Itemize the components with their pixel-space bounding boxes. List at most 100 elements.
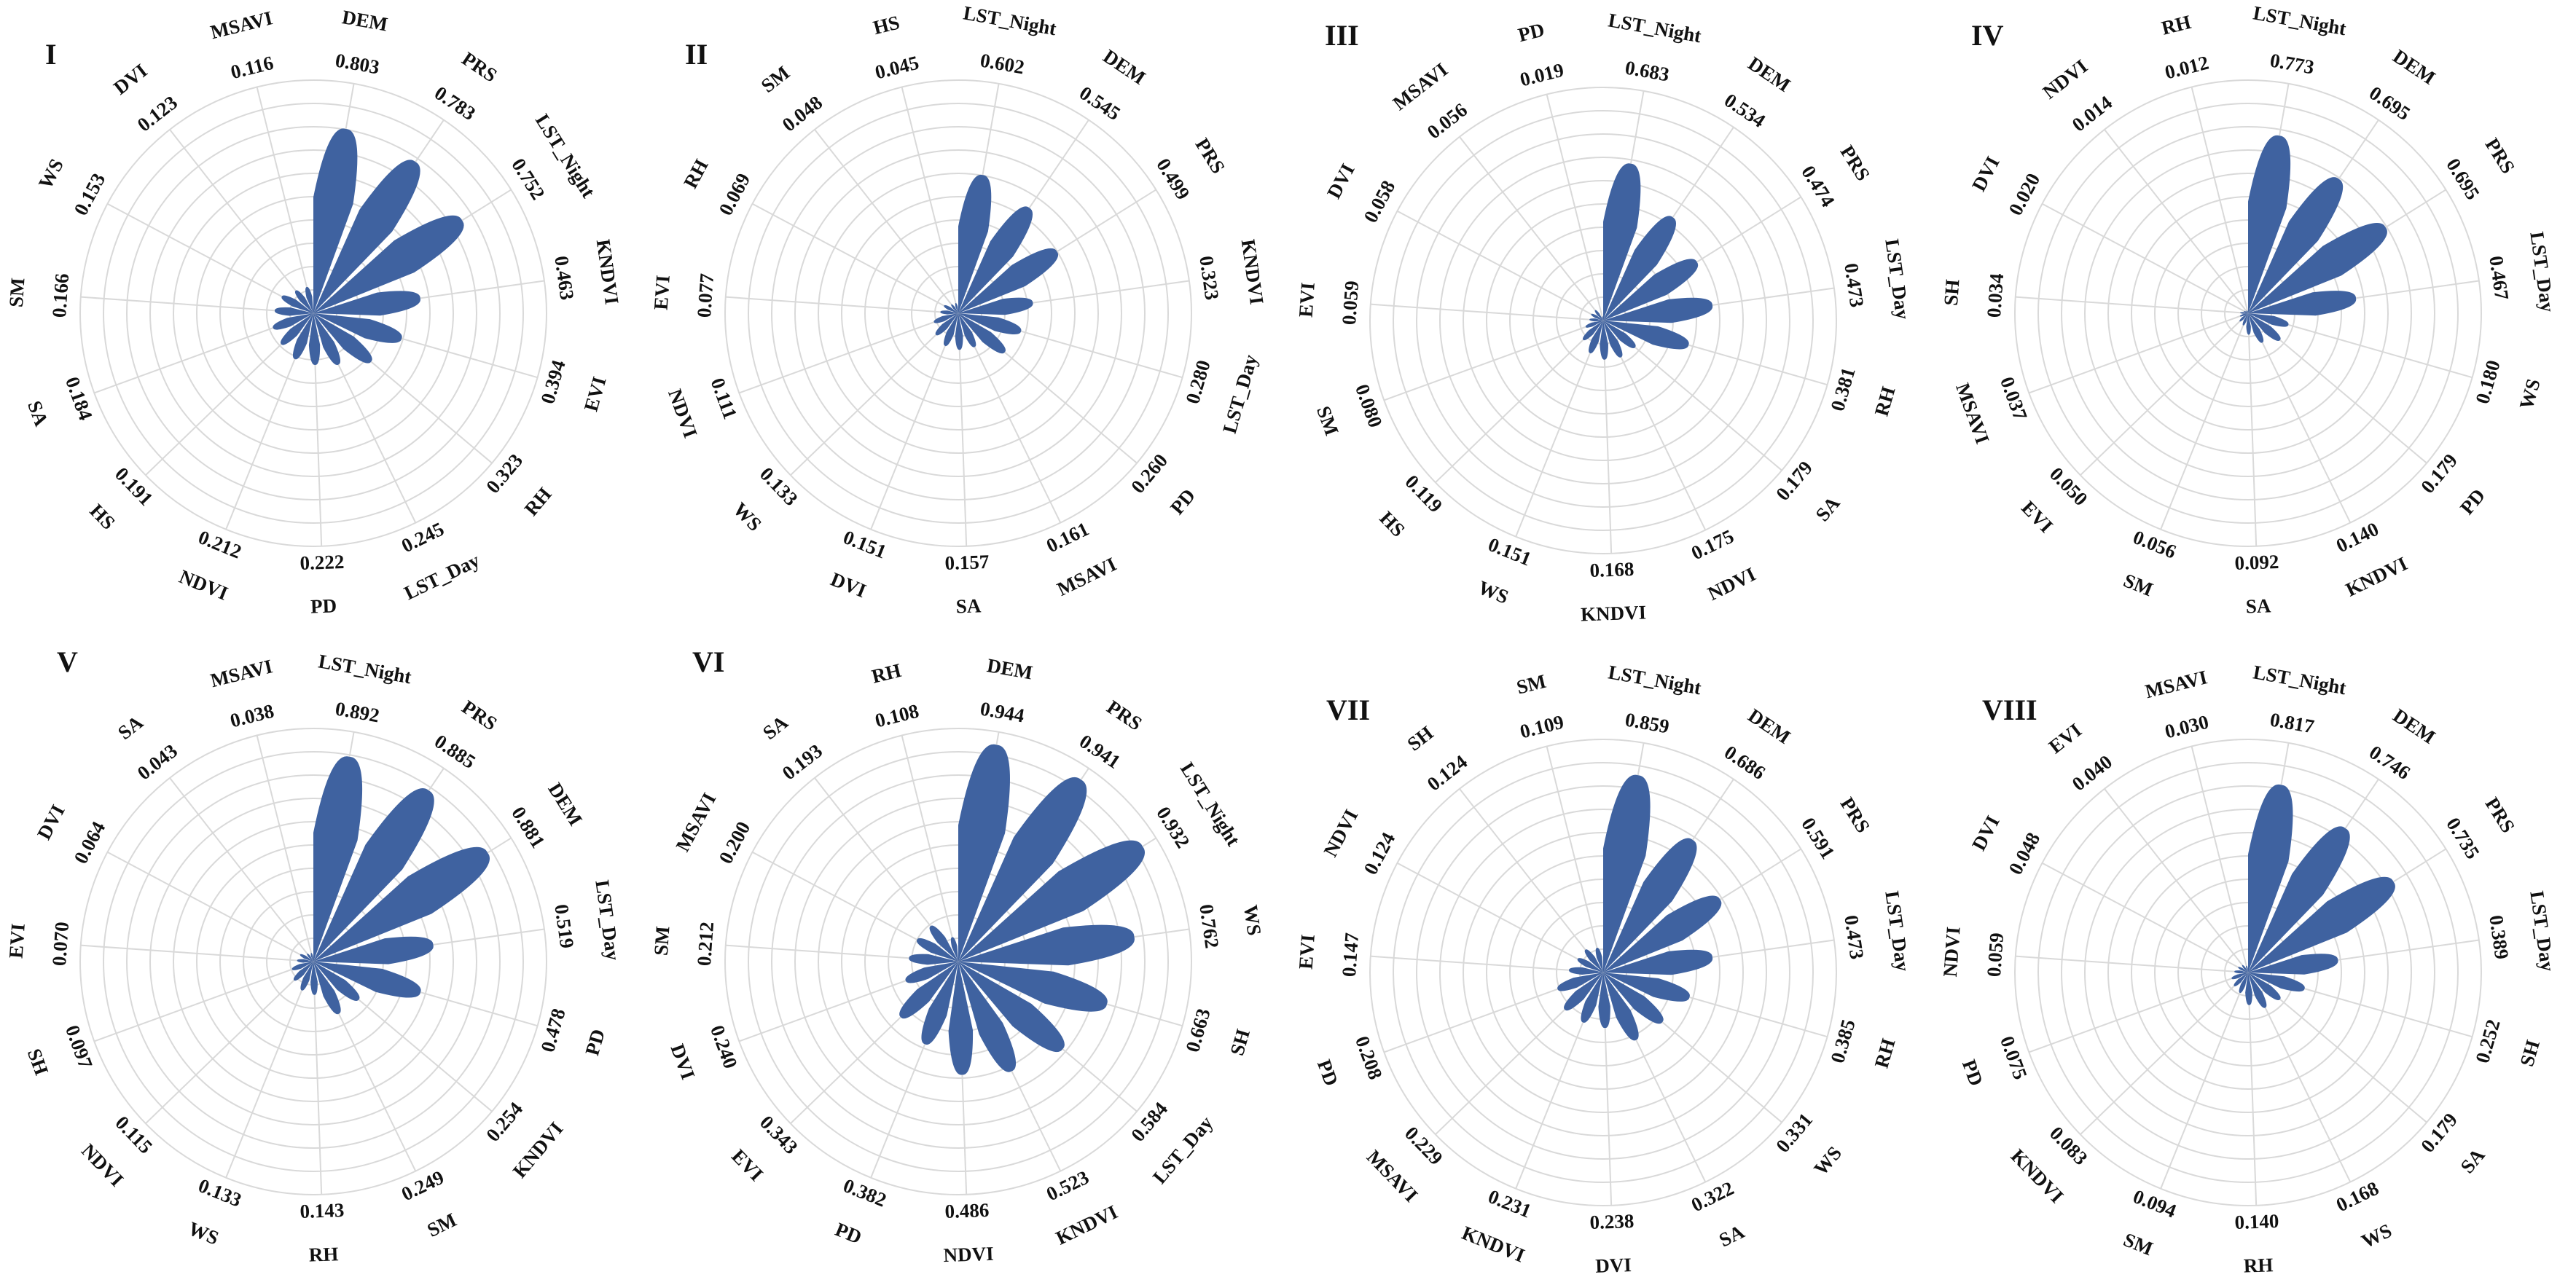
petal-SH <box>958 962 1108 1012</box>
grid-circle <box>103 751 524 1172</box>
grid-circle <box>2037 762 2459 1183</box>
petal-WS <box>958 924 1135 966</box>
petal-EVI <box>899 962 958 1019</box>
variable-label: MSAVI <box>208 655 275 691</box>
variable-label: RH <box>679 156 713 192</box>
petal-MSAVI <box>1564 973 1603 1011</box>
variable-label: EVI <box>1295 282 1319 318</box>
variable-label: DVI <box>1323 160 1359 203</box>
variable-label: EVI <box>727 1145 767 1185</box>
grid-circle <box>2107 832 2389 1113</box>
grid-circle <box>748 751 1169 1172</box>
value-label: 0.382 <box>840 1174 890 1211</box>
variable-label: PD <box>1516 18 1546 46</box>
grid-circle <box>1439 157 1767 484</box>
variable-label: WS <box>34 155 68 192</box>
grid-spoke <box>256 87 314 314</box>
petal-PRS <box>958 248 1059 313</box>
petal-MSAVI <box>305 286 313 313</box>
grid-circle <box>864 219 1052 407</box>
grid-circle <box>771 126 1146 500</box>
petal-PRS <box>313 787 434 962</box>
petal-LST_Night <box>1603 774 1651 973</box>
petal-DEM <box>313 846 490 962</box>
variable-label: NDVI <box>77 1139 128 1190</box>
petal-LST_Day <box>1603 297 1713 323</box>
grid-circle <box>771 774 1146 1149</box>
variable-label: SM <box>650 925 674 956</box>
grid-circle <box>173 173 454 454</box>
petal-SM <box>2242 313 2248 326</box>
petal-PD <box>1602 316 1603 321</box>
variable-label: HS <box>871 11 901 39</box>
value-label: 0.686 <box>1720 741 1769 784</box>
value-label: 0.941 <box>1076 730 1124 773</box>
variable-label: PRS <box>1103 696 1146 734</box>
petal-DEM <box>958 744 1010 962</box>
value-label: 0.108 <box>873 700 921 732</box>
panel-label: VII <box>1326 693 1370 726</box>
grid-spoke <box>2104 129 2249 314</box>
grid-spoke <box>80 296 314 314</box>
variable-label: PD <box>832 1218 865 1248</box>
value-label: 0.260 <box>1127 449 1172 498</box>
petal-DEM <box>2248 826 2350 973</box>
variable-label: SA <box>759 711 792 744</box>
petal-RH <box>1603 973 1690 1002</box>
petal-SA <box>1603 973 1639 1041</box>
variable-label: KNDVI <box>1581 601 1647 625</box>
variable-label: DVI <box>33 801 69 844</box>
variable-label: PD <box>310 594 337 617</box>
variable-label: KNDVI <box>1237 238 1268 306</box>
variable-label: DVI <box>666 1041 699 1082</box>
grid-spoke <box>2191 87 2249 314</box>
variable-label: KNDVI <box>509 1117 568 1182</box>
petal-KNDVI <box>958 297 1033 315</box>
grid-circle <box>1416 133 1790 508</box>
petal-PRS <box>2248 222 2387 313</box>
grid-spoke <box>814 129 959 314</box>
grid-circle <box>2014 79 2482 547</box>
grid-spoke <box>106 851 314 962</box>
grid-spoke <box>958 313 968 546</box>
petal-MSAVI <box>2239 313 2248 317</box>
variable-label: SA <box>1715 1220 1748 1251</box>
variable-label: KNDVI <box>1052 1201 1121 1249</box>
variable-label: WS <box>729 498 766 535</box>
petal-KNDVI <box>958 962 1017 1072</box>
panel-label: V <box>57 645 78 678</box>
petal-HS <box>280 313 313 345</box>
variable-label: MSAVI <box>1054 553 1120 600</box>
value-label: 0.140 <box>2333 518 2382 557</box>
petal-DVI <box>300 954 313 962</box>
value-label: 0.323 <box>482 449 527 498</box>
petal-PD <box>1557 973 1603 991</box>
value-label: 0.151 <box>1485 533 1535 570</box>
value-label: 0.783 <box>431 82 479 125</box>
grid-spoke <box>145 961 314 1125</box>
variable-label: SA <box>1812 492 1844 525</box>
value-label: 0.803 <box>334 49 381 78</box>
panel-label: III <box>1325 19 1359 52</box>
petal-LST_Night <box>1603 163 1641 321</box>
petal-LST_Day <box>958 962 1065 1053</box>
value-label: 0.467 <box>2485 254 2513 301</box>
variable-label: SM <box>424 1209 461 1241</box>
petal-MSAVI <box>2246 965 2248 973</box>
grid-circle <box>2014 739 2482 1206</box>
value-label: 0.161 <box>1043 518 1092 557</box>
variable-label: MSAVI <box>2143 666 2209 702</box>
variable-label: EVI <box>2045 719 2086 758</box>
variable-label: SA <box>955 594 982 617</box>
petal-DVI <box>944 313 958 347</box>
petal-SM <box>1585 321 1603 328</box>
grid-spoke <box>1515 320 1604 538</box>
petal-PD <box>313 962 421 998</box>
variable-label: DEM <box>2389 45 2440 89</box>
petal-SA <box>2248 973 2281 1001</box>
grid-circle <box>79 79 547 547</box>
value-label: 0.254 <box>482 1098 527 1146</box>
petal-SA <box>2246 313 2251 335</box>
